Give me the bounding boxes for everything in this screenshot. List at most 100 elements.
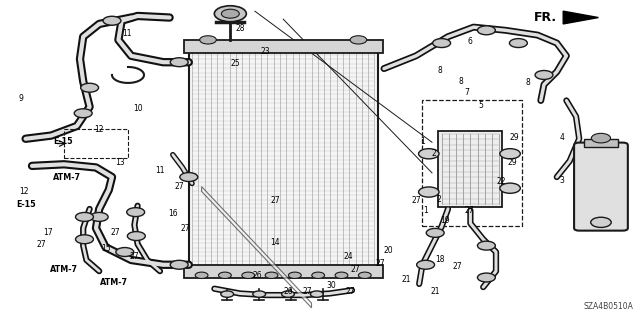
Text: 1: 1 xyxy=(420,137,425,146)
Text: 25: 25 xyxy=(230,59,241,68)
Circle shape xyxy=(200,36,216,44)
Text: FR.: FR. xyxy=(534,11,557,24)
Text: 8: 8 xyxy=(438,66,443,75)
Circle shape xyxy=(170,58,188,67)
Text: 27: 27 xyxy=(411,197,421,205)
Circle shape xyxy=(477,26,495,35)
Text: 21: 21 xyxy=(431,287,440,296)
Circle shape xyxy=(265,272,278,278)
Text: 11: 11 xyxy=(156,166,164,175)
Text: 20: 20 xyxy=(383,246,394,255)
Text: E-15: E-15 xyxy=(16,200,35,209)
Circle shape xyxy=(127,208,145,217)
Text: 27: 27 xyxy=(129,252,140,261)
Polygon shape xyxy=(202,187,312,308)
Text: 27: 27 xyxy=(302,287,312,296)
Bar xyxy=(184,40,383,53)
Text: 21: 21 xyxy=(402,275,411,284)
Text: 29: 29 xyxy=(507,158,517,167)
Text: 5: 5 xyxy=(479,101,484,110)
Circle shape xyxy=(310,291,323,297)
Text: 2: 2 xyxy=(436,195,441,204)
Circle shape xyxy=(477,241,495,250)
Circle shape xyxy=(127,232,145,241)
Text: 27: 27 xyxy=(270,197,280,205)
Circle shape xyxy=(195,272,208,278)
Text: 24: 24 xyxy=(344,252,354,261)
Text: 27: 27 xyxy=(110,228,120,237)
Circle shape xyxy=(500,183,520,193)
Circle shape xyxy=(218,272,231,278)
Circle shape xyxy=(81,83,99,92)
Circle shape xyxy=(535,70,553,79)
Circle shape xyxy=(76,235,93,244)
Text: 26: 26 xyxy=(283,287,293,296)
Circle shape xyxy=(180,173,198,182)
Text: 27: 27 xyxy=(180,224,191,233)
Bar xyxy=(64,129,128,158)
Circle shape xyxy=(90,212,108,221)
Circle shape xyxy=(74,109,92,118)
Polygon shape xyxy=(563,11,598,24)
Text: 17: 17 xyxy=(43,228,53,237)
Circle shape xyxy=(214,6,246,22)
Circle shape xyxy=(417,260,435,269)
Text: 30: 30 xyxy=(326,281,337,290)
Text: 14: 14 xyxy=(270,238,280,247)
Text: SZA4B0510A: SZA4B0510A xyxy=(584,302,634,311)
Text: 15: 15 xyxy=(100,244,111,253)
Text: ATM-7: ATM-7 xyxy=(53,173,81,182)
Text: 19: 19 xyxy=(440,216,450,225)
Text: 16: 16 xyxy=(168,209,178,218)
Bar xyxy=(584,139,618,147)
Text: 10: 10 xyxy=(132,104,143,113)
Text: ATM-7: ATM-7 xyxy=(50,265,78,274)
Circle shape xyxy=(426,228,444,237)
Circle shape xyxy=(253,291,266,297)
Text: 27: 27 xyxy=(376,259,386,268)
Circle shape xyxy=(282,291,294,297)
Text: E-15: E-15 xyxy=(53,137,72,146)
Circle shape xyxy=(358,272,371,278)
Bar xyxy=(189,43,378,273)
Text: 2: 2 xyxy=(431,149,436,158)
Circle shape xyxy=(221,291,234,297)
Circle shape xyxy=(116,248,134,256)
Circle shape xyxy=(433,39,451,48)
Text: 27: 27 xyxy=(36,240,47,249)
Circle shape xyxy=(500,149,520,159)
Circle shape xyxy=(312,272,324,278)
Circle shape xyxy=(335,272,348,278)
Circle shape xyxy=(170,260,188,269)
Text: 6: 6 xyxy=(468,37,473,46)
Text: 8: 8 xyxy=(458,77,463,86)
Text: 27: 27 xyxy=(452,262,463,271)
Text: 7: 7 xyxy=(465,88,470,97)
Circle shape xyxy=(419,187,439,197)
Text: 27: 27 xyxy=(350,265,360,274)
Circle shape xyxy=(103,16,121,25)
Text: 22: 22 xyxy=(497,177,506,186)
Bar xyxy=(422,100,522,226)
Text: ATM-7: ATM-7 xyxy=(100,278,128,287)
Text: 23: 23 xyxy=(260,47,271,56)
Circle shape xyxy=(591,133,611,143)
Text: 4: 4 xyxy=(559,133,564,142)
Text: 11: 11 xyxy=(122,29,131,38)
Text: 3: 3 xyxy=(559,176,564,185)
Circle shape xyxy=(419,149,439,159)
Bar xyxy=(184,265,383,278)
Circle shape xyxy=(509,39,527,48)
Circle shape xyxy=(350,36,367,44)
Text: 1: 1 xyxy=(423,206,428,215)
Text: 18: 18 xyxy=(436,256,445,264)
Circle shape xyxy=(242,272,255,278)
Circle shape xyxy=(221,9,239,18)
Text: 26: 26 xyxy=(252,271,262,280)
Text: 8: 8 xyxy=(525,78,531,87)
Circle shape xyxy=(76,212,93,221)
Text: 12: 12 xyxy=(95,125,104,134)
Text: 13: 13 xyxy=(115,158,125,167)
Circle shape xyxy=(477,273,495,282)
Text: 9: 9 xyxy=(19,94,24,103)
